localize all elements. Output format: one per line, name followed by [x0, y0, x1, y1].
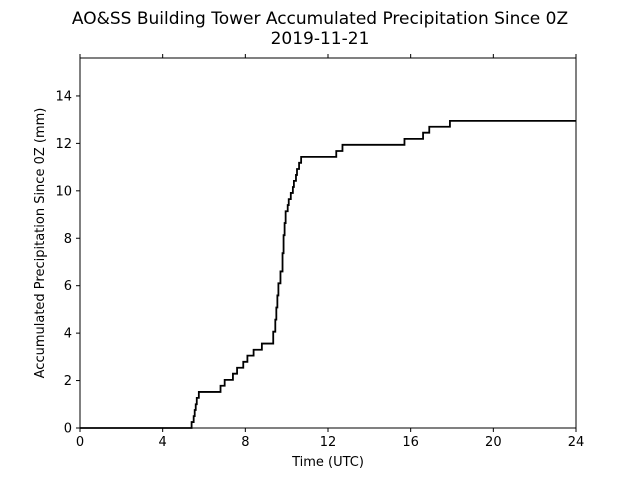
y-tick-label: 0 [64, 422, 72, 437]
y-axis-ticks: 0 2 4 6 8 10 12 14 [55, 89, 80, 437]
x-tick-label: 8 [241, 435, 249, 450]
y-tick-label: 14 [55, 89, 72, 104]
y-tick-label: 2 [64, 374, 72, 389]
x-axis-ticks: 0 4 8 12 16 20 24 [76, 54, 584, 450]
x-tick-label: 24 [568, 435, 585, 450]
y-tick-label: 8 [64, 232, 72, 247]
chart-title: AO&SS Building Tower Accumulated Precipi… [72, 9, 568, 29]
x-tick-label: 20 [485, 435, 502, 450]
y-tick-label: 12 [55, 137, 72, 152]
x-tick-label: 0 [76, 435, 84, 450]
y-tick-label: 10 [55, 184, 72, 199]
plot-frame [79, 57, 577, 429]
x-tick-label: 12 [320, 435, 337, 450]
accumulated-precipitation-line [80, 119, 576, 429]
y-axis-label: Accumulated Precipitation Since 0Z (mm) [33, 108, 48, 379]
x-tick-label: 16 [402, 435, 419, 450]
x-tick-label: 4 [159, 435, 167, 450]
plot-area [80, 58, 576, 428]
chart-subtitle: 2019-11-21 [271, 29, 370, 49]
y-tick-label: 4 [64, 327, 72, 342]
x-axis-label: Time (UTC) [291, 455, 364, 470]
y-tick-label: 6 [64, 279, 72, 294]
